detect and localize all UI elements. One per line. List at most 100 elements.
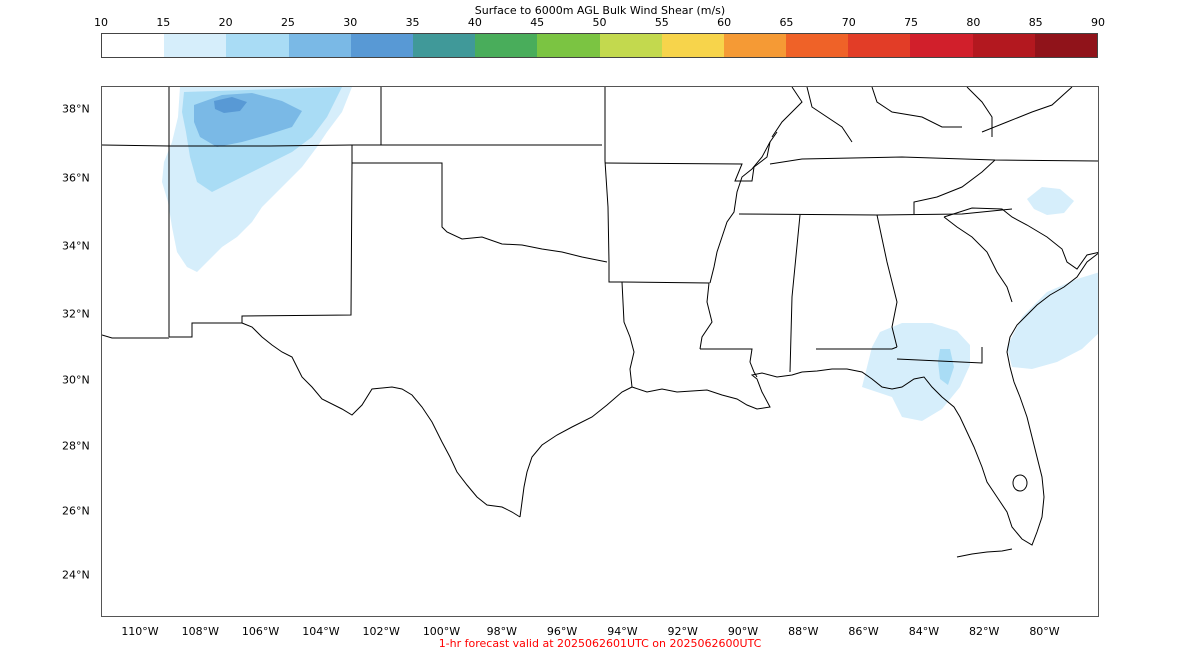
shear-region-strongest xyxy=(214,97,247,113)
map-frame xyxy=(101,86,1099,617)
border-oh-wv xyxy=(966,87,993,137)
coast-texas xyxy=(519,386,633,518)
border-ky-oh xyxy=(871,87,962,128)
colorbar xyxy=(101,33,1098,58)
colorbar-segment xyxy=(350,34,413,57)
colorbar-segment xyxy=(972,34,1035,57)
colorbar-segment xyxy=(475,34,538,57)
colorbar-segment xyxy=(848,34,911,57)
border-al-fl xyxy=(816,346,898,350)
border-al-ga xyxy=(876,214,898,348)
border-tn-ky xyxy=(769,156,1098,165)
lat-label: 26°N xyxy=(62,504,90,518)
colorbar-segment xyxy=(226,34,289,57)
colorbar-tick-label: 35 xyxy=(405,16,420,29)
coast-florida-keys xyxy=(956,548,1013,558)
colorbar-ticks: 10 15 20 25 30 35 40 45 50 55 60 65 70 75 80 85 90 xyxy=(0,16,1200,30)
colorbar-tick-label: 50 xyxy=(592,16,607,29)
lon-label: 86°W xyxy=(848,625,879,638)
border-ok-tx-panhandle xyxy=(351,145,608,263)
coast-louisiana xyxy=(631,371,803,410)
border-la-ms xyxy=(700,348,758,378)
shear-region-southeast xyxy=(862,323,970,421)
border-nm-mexico xyxy=(169,322,242,338)
lon-label: 110°W xyxy=(121,625,159,638)
lon-label: 106°W xyxy=(241,625,280,638)
coastlines xyxy=(519,252,1098,558)
border-ms-al xyxy=(789,214,801,373)
colorbar-tick-label: 75 xyxy=(904,16,919,29)
wind-shear-shading xyxy=(162,87,1098,421)
colorbar-segment xyxy=(412,34,476,57)
border-tx-ar xyxy=(608,262,622,283)
lon-label: 100°W xyxy=(422,625,461,638)
lon-label: 80°W xyxy=(1029,625,1060,638)
border-tn-south xyxy=(738,208,1013,216)
border-nc-sc xyxy=(943,207,1098,270)
lon-label: 96°W xyxy=(546,625,578,638)
colorbar-segment xyxy=(599,34,662,57)
lat-label: 30°N xyxy=(62,373,90,387)
shear-region-nc xyxy=(1027,187,1074,215)
border-wv-va xyxy=(981,87,1073,133)
colorbar-tick-label: 10 xyxy=(94,16,108,29)
colorbar-title: Surface to 6000m AGL Bulk Wind Shear (m/… xyxy=(474,4,726,17)
colorbar-segment xyxy=(1034,34,1097,57)
lon-label: 90°W xyxy=(727,625,759,638)
border-mississippi-river xyxy=(709,141,771,284)
forecast-caption: 1-hr forecast valid at 2025062601UTC on … xyxy=(438,637,762,650)
lon-label: 82°W xyxy=(969,625,1000,638)
lake-okeechobee xyxy=(1012,474,1028,492)
colorbar-tick-label: 15 xyxy=(156,16,171,29)
colorbar-segment xyxy=(102,34,165,57)
shear-region-atlantic xyxy=(1007,272,1098,369)
colorbar-tick-label: 90 xyxy=(1091,16,1105,29)
colorbar-segment xyxy=(164,34,227,57)
lat-label: 38°N xyxy=(62,102,90,116)
colorbar-segment xyxy=(288,34,351,57)
border-ar-la xyxy=(621,281,713,350)
lon-label: 84°W xyxy=(908,625,940,638)
lat-label: 24°N xyxy=(62,568,90,582)
lon-label: 104°W xyxy=(302,625,340,638)
border-sc-ga xyxy=(943,216,1013,303)
lat-label: 28°N xyxy=(62,439,90,453)
colorbar-tick-label: 25 xyxy=(280,16,295,29)
border-tx-mexico xyxy=(241,322,521,518)
lat-label: 34°N xyxy=(62,239,90,253)
colorbar-tick-label: 80 xyxy=(966,16,981,29)
border-nm-tx xyxy=(241,162,353,323)
colorbar-segment xyxy=(786,34,849,57)
lon-label: 98°W xyxy=(486,625,517,638)
map-canvas xyxy=(102,87,1098,558)
border-il-in xyxy=(806,87,853,143)
colorbar-segment xyxy=(723,34,787,57)
border-tx-la xyxy=(621,281,635,388)
lon-label: 94°W xyxy=(607,625,638,638)
state-borders xyxy=(102,87,1098,518)
border-co-nm-line xyxy=(102,144,602,147)
border-az-mexico xyxy=(102,334,169,339)
colorbar-segment xyxy=(537,34,600,57)
shear-region-southeast-mid xyxy=(938,349,954,385)
border-ga-fl xyxy=(896,347,983,364)
colorbar-tick-label: 20 xyxy=(218,16,233,29)
colorbar-tick-label: 85 xyxy=(1028,16,1043,29)
colorbar-tick-label: 55 xyxy=(654,16,669,29)
lat-label: 36°N xyxy=(62,171,90,185)
colorbar-segment xyxy=(910,34,973,57)
border-in-oh xyxy=(771,87,803,138)
colorbar-tick-label: 65 xyxy=(779,16,794,29)
lat-label: 32°N xyxy=(62,307,90,321)
lon-label: 92°W xyxy=(667,625,698,638)
border-mo-ar xyxy=(604,131,778,182)
colorbar-segment xyxy=(661,34,724,57)
lon-label: 88°W xyxy=(788,625,819,638)
lon-label: 102°W xyxy=(362,625,400,638)
colorbar-tick-label: 60 xyxy=(717,16,732,29)
border-ky-va xyxy=(913,159,996,214)
colorbar-tick-label: 40 xyxy=(467,16,482,29)
border-ok-ar xyxy=(604,160,610,263)
lon-label: 108°W xyxy=(181,625,219,638)
colorbar-tick-label: 70 xyxy=(841,16,856,29)
